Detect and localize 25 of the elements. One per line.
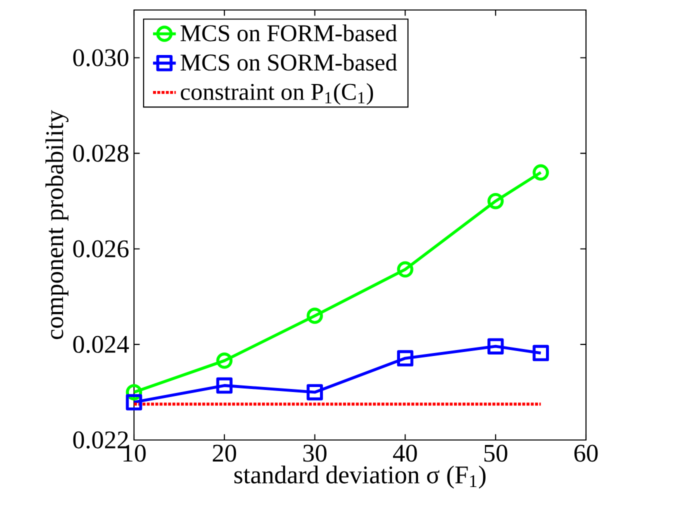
legend-label: constraint on P$_{1}$(C$_{1}$) — [180, 83, 373, 105]
point — [216, 377, 233, 394]
legend-label: MCS on FORM-based — [180, 24, 397, 42]
x-tick-label: 20 — [212, 444, 236, 462]
x-tick-label: 60 — [574, 444, 598, 462]
point — [397, 350, 414, 366]
point — [306, 384, 323, 400]
point — [532, 344, 549, 362]
x-tick-label: 30 — [303, 444, 326, 462]
point — [532, 164, 549, 181]
point — [126, 394, 142, 410]
x-tick-label: 40 — [393, 444, 417, 462]
x-axis-title: standard deviation σ (F$_{1}$) — [234, 466, 486, 489]
point — [487, 192, 504, 210]
point — [397, 261, 414, 278]
y-tick-label: 0.024 — [73, 336, 129, 354]
point — [216, 352, 233, 369]
x-tick-label: 50 — [484, 444, 508, 462]
point — [487, 338, 504, 354]
point — [306, 308, 323, 324]
y-tick-label: 0.026 — [73, 240, 129, 258]
y-tick-label: 0.030 — [73, 49, 128, 66]
y-axis-title: component probability — [45, 110, 68, 340]
y-tick-label: 0.028 — [73, 144, 128, 162]
legend-label: MCS on SORM-based — [180, 54, 397, 71]
